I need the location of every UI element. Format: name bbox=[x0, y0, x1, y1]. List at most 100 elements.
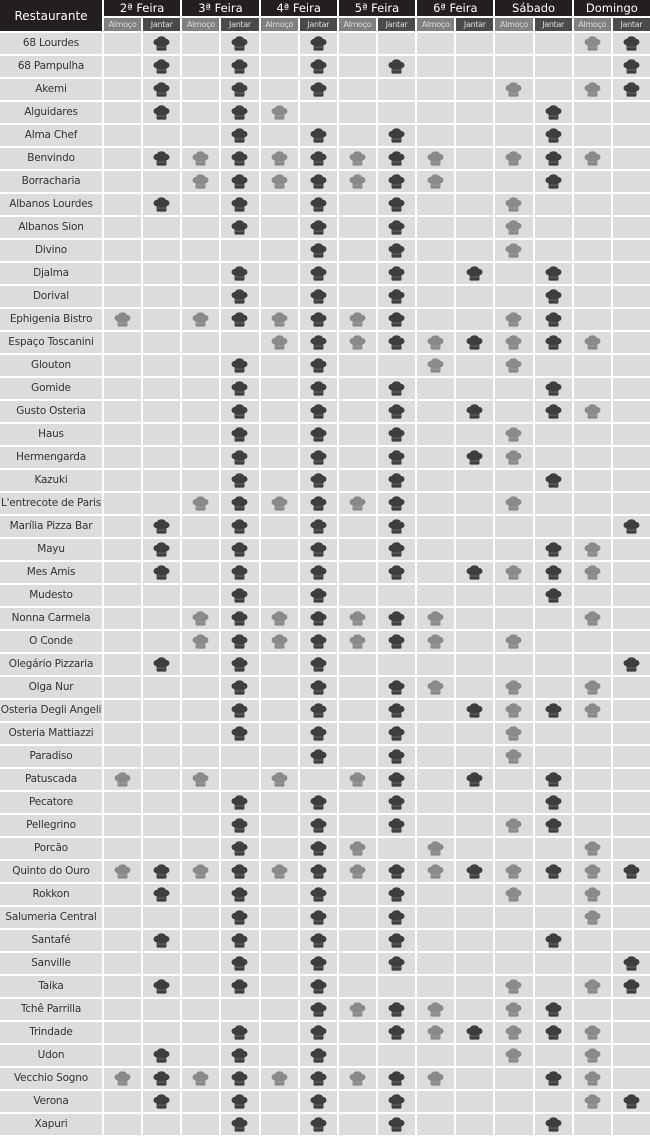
lunch-cell bbox=[495, 539, 533, 560]
day-header: Domingo bbox=[573, 0, 650, 16]
chef-hat-icon bbox=[153, 1094, 170, 1109]
chef-hat-icon bbox=[310, 197, 327, 212]
chef-hat-icon bbox=[310, 243, 327, 258]
dinner-cell bbox=[299, 309, 337, 330]
dinner-cell bbox=[456, 79, 494, 100]
lunch-cell bbox=[182, 447, 220, 468]
chef-hat-icon bbox=[427, 611, 444, 626]
chef-hat-icon bbox=[349, 864, 366, 879]
restaurant-name: Vecchio Sogno bbox=[0, 1068, 102, 1089]
dinner-cell bbox=[221, 263, 259, 284]
lunch-cell bbox=[104, 493, 142, 514]
lunch-cell bbox=[573, 953, 611, 974]
lunch-cell bbox=[495, 677, 533, 698]
lunch-cell bbox=[182, 424, 220, 445]
lunch-cell bbox=[182, 654, 220, 675]
chef-hat-icon bbox=[545, 266, 562, 281]
dinner-subheader: Jantar bbox=[299, 18, 337, 31]
lunch-cell bbox=[104, 263, 142, 284]
dinner-cell bbox=[377, 585, 416, 606]
lunch-cell bbox=[495, 861, 533, 882]
lunch-cell bbox=[495, 470, 533, 491]
lunch-cell bbox=[260, 33, 298, 54]
lunch-cell bbox=[338, 700, 376, 721]
lunch-cell bbox=[104, 33, 142, 54]
chef-hat-icon bbox=[584, 335, 601, 350]
lunch-cell bbox=[182, 102, 220, 123]
dinner-cell bbox=[299, 79, 337, 100]
dinner-cell bbox=[143, 585, 181, 606]
dinner-cell bbox=[612, 148, 650, 169]
lunch-cell bbox=[182, 562, 220, 583]
dinner-cell bbox=[534, 884, 572, 905]
dinner-cell bbox=[377, 1091, 416, 1112]
dinner-cell bbox=[456, 516, 494, 537]
lunch-cell bbox=[104, 424, 142, 445]
chef-hat-icon bbox=[153, 105, 170, 120]
dinner-cell bbox=[299, 723, 337, 744]
dinner-cell bbox=[143, 102, 181, 123]
lunch-cell bbox=[417, 217, 455, 238]
dinner-cell bbox=[612, 976, 650, 997]
chef-hat-icon bbox=[232, 588, 248, 603]
dinner-cell bbox=[456, 378, 494, 399]
chef-hat-icon bbox=[232, 404, 248, 419]
lunch-cell bbox=[182, 332, 220, 353]
chef-hat-icon bbox=[232, 887, 248, 902]
lunch-cell bbox=[182, 1045, 220, 1066]
dinner-cell bbox=[143, 194, 181, 215]
dinner-cell bbox=[456, 631, 494, 652]
dinner-cell bbox=[612, 332, 650, 353]
lunch-cell bbox=[260, 171, 298, 192]
lunch-cell bbox=[104, 286, 142, 307]
lunch-cell bbox=[573, 746, 611, 767]
dinner-cell bbox=[612, 838, 650, 859]
dinner-cell bbox=[143, 976, 181, 997]
lunch-cell bbox=[573, 194, 611, 215]
lunch-cell bbox=[417, 884, 455, 905]
restaurant-name: Udon bbox=[0, 1045, 102, 1066]
dinner-cell bbox=[534, 79, 572, 100]
lunch-cell bbox=[338, 585, 376, 606]
lunch-cell bbox=[338, 539, 376, 560]
dinner-cell bbox=[612, 723, 650, 744]
dinner-subheader: Jantar bbox=[612, 18, 650, 31]
chef-hat-icon bbox=[506, 82, 522, 97]
chef-hat-icon bbox=[232, 105, 248, 120]
chef-hat-icon bbox=[506, 749, 522, 764]
chef-hat-icon bbox=[310, 289, 327, 304]
dinner-cell bbox=[299, 378, 337, 399]
dinner-cell bbox=[299, 838, 337, 859]
chef-hat-icon bbox=[388, 1071, 405, 1086]
dinner-cell bbox=[377, 976, 416, 997]
dinner-cell bbox=[612, 999, 650, 1020]
dinner-cell bbox=[456, 424, 494, 445]
lunch-cell bbox=[573, 1045, 611, 1066]
dinner-cell bbox=[299, 746, 337, 767]
lunch-cell bbox=[338, 194, 376, 215]
lunch-cell bbox=[182, 953, 220, 974]
dinner-cell bbox=[377, 861, 416, 882]
lunch-cell bbox=[495, 217, 533, 238]
lunch-cell bbox=[182, 516, 220, 537]
restaurant-name: Gusto Osteria bbox=[0, 401, 102, 422]
lunch-cell bbox=[338, 723, 376, 744]
lunch-cell bbox=[338, 33, 376, 54]
dinner-cell bbox=[221, 217, 259, 238]
dinner-cell bbox=[299, 56, 337, 77]
chef-hat-icon bbox=[388, 473, 405, 488]
lunch-cell bbox=[338, 608, 376, 629]
chef-hat-icon bbox=[584, 611, 601, 626]
lunch-cell bbox=[338, 125, 376, 146]
lunch-cell bbox=[573, 56, 611, 77]
lunch-cell bbox=[338, 838, 376, 859]
restaurant-name: Salumeria Central bbox=[0, 907, 102, 928]
dinner-cell bbox=[377, 884, 416, 905]
chef-hat-icon bbox=[153, 1048, 170, 1063]
dinner-cell bbox=[612, 1045, 650, 1066]
chef-hat-icon bbox=[349, 772, 366, 787]
restaurant-name: Ephigenia Bistro bbox=[0, 309, 102, 330]
chef-hat-icon bbox=[506, 197, 522, 212]
chef-hat-icon bbox=[232, 197, 248, 212]
dinner-cell bbox=[221, 125, 259, 146]
